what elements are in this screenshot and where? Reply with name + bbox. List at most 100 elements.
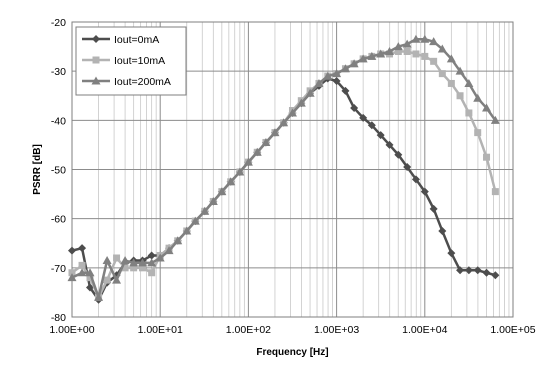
- data-point: [474, 129, 482, 137]
- data-point: [67, 273, 77, 282]
- data-point: [376, 131, 385, 140]
- data-point: [456, 92, 464, 100]
- data-point: [421, 52, 429, 60]
- data-point: [403, 163, 412, 172]
- data-point: [473, 266, 482, 275]
- data-point: [341, 86, 350, 95]
- data-point: [447, 79, 455, 87]
- y-tick-label: -80: [51, 312, 66, 324]
- data-point: [437, 44, 447, 53]
- y-tick-label: -60: [51, 214, 66, 226]
- data-point: [412, 50, 420, 58]
- y-axis-title: PSRR [dB]: [32, 144, 43, 195]
- tick-labels: -80 -70 -60 -50 -40 -30 -20 1.00E+00 1.00E+01 1.0…: [49, 17, 535, 336]
- data-point: [393, 42, 403, 51]
- data-point: [464, 78, 474, 87]
- x-tick-label: 1.00E+01: [138, 324, 183, 336]
- data-point: [367, 121, 376, 130]
- data-point: [68, 269, 76, 277]
- data-point: [385, 47, 395, 55]
- y-tick-label: -40: [51, 115, 66, 127]
- legend-label: Iout=10mA: [114, 55, 165, 67]
- data-point: [403, 48, 411, 55]
- data-point: [252, 147, 262, 156]
- data-point: [490, 115, 500, 124]
- data-point: [465, 109, 473, 117]
- data-point: [367, 51, 377, 60]
- data-point: [349, 59, 359, 68]
- legend-marker: [92, 56, 100, 64]
- data-point: [200, 206, 210, 215]
- data-point: [491, 188, 499, 196]
- data-point: [270, 128, 280, 137]
- data-point: [138, 258, 148, 267]
- data-point: [483, 153, 491, 161]
- data-point: [455, 66, 465, 75]
- data-point: [385, 140, 394, 149]
- legend-label: Iout=200mA: [114, 76, 171, 88]
- data-point: [78, 261, 86, 269]
- data-point: [208, 196, 218, 205]
- data-point: [296, 98, 306, 107]
- data-point: [68, 246, 76, 255]
- data-point: [394, 150, 403, 159]
- data-point: [447, 249, 456, 258]
- data-point: [482, 103, 492, 112]
- data-point: [130, 264, 138, 272]
- data-point: [430, 57, 438, 65]
- data-point: [243, 157, 253, 166]
- data-point: [332, 77, 341, 85]
- data-point: [473, 93, 483, 102]
- data-point: [78, 244, 87, 253]
- legend-marker: [92, 35, 100, 43]
- data-point: [411, 175, 420, 184]
- data-point: [261, 137, 271, 146]
- data-point: [164, 246, 174, 255]
- data-point: [121, 264, 129, 272]
- data-point: [305, 88, 315, 97]
- data-point: [155, 253, 165, 262]
- data-point: [147, 251, 156, 260]
- y-tick-label: -30: [51, 66, 66, 78]
- data-point: [129, 258, 139, 267]
- x-tick-label: 1.00E+04: [402, 324, 447, 336]
- x-tick-label: 1.00E+03: [314, 324, 359, 336]
- x-tick-label: 1.00E+00: [49, 324, 94, 336]
- data-point: [102, 255, 112, 264]
- data-point: [86, 283, 95, 292]
- data-point: [139, 264, 147, 272]
- data-point: [103, 276, 111, 284]
- data-point: [147, 258, 157, 267]
- data-point: [112, 275, 122, 284]
- y-tick-label: -70: [51, 263, 66, 275]
- data-point: [190, 216, 200, 225]
- data-point: [287, 108, 297, 117]
- data-point: [86, 274, 94, 282]
- data-point: [464, 266, 473, 275]
- data-point: [429, 37, 439, 46]
- data-point: [456, 266, 465, 275]
- data-point: [173, 236, 183, 245]
- data-point: [235, 167, 245, 176]
- data-point: [120, 255, 130, 264]
- data-point: [420, 34, 430, 43]
- data-point: [217, 187, 227, 196]
- x-tick-label: 1.00E+05: [490, 324, 535, 336]
- data-point: [411, 34, 421, 43]
- x-axis-title: Frequency [Hz]: [256, 347, 328, 358]
- data-point: [323, 71, 333, 80]
- data-point: [438, 70, 446, 78]
- data-point: [340, 64, 350, 73]
- series-group: [67, 34, 500, 304]
- data-point: [420, 187, 429, 196]
- y-tick-label: -50: [51, 165, 66, 177]
- y-tick-label: -20: [51, 17, 66, 29]
- data-point: [94, 292, 104, 301]
- data-point: [182, 226, 192, 235]
- legend-marker: [91, 76, 101, 85]
- data-point: [482, 268, 491, 277]
- data-point: [394, 48, 402, 55]
- data-point: [85, 268, 95, 277]
- legend-label: Iout=0mA: [114, 34, 159, 46]
